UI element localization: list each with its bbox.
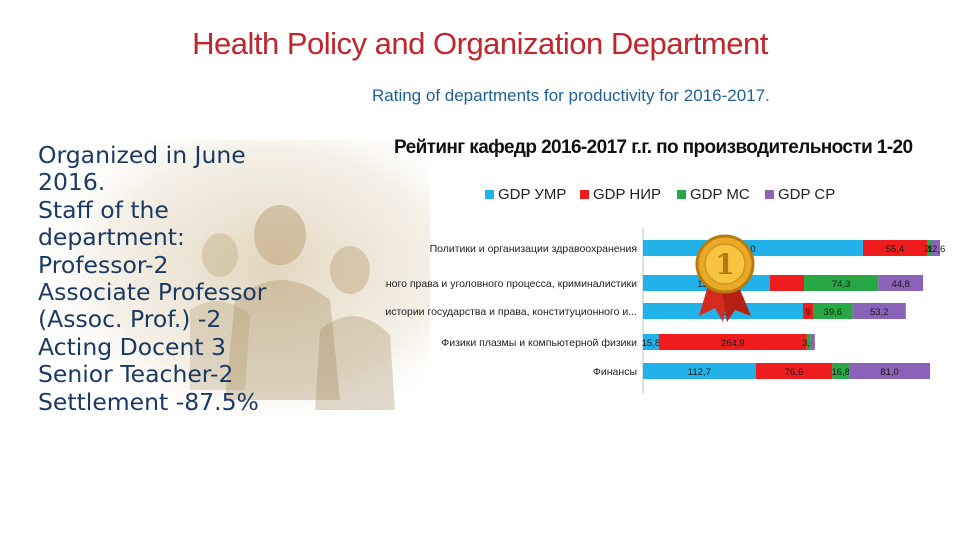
bar-segment (878, 275, 924, 291)
data-label: 0 (750, 244, 755, 255)
legend-label: GDP УМР (498, 186, 566, 203)
category-label: Физики плазмы и компьютерной физики (441, 337, 637, 349)
data-label: 81,0 (880, 367, 899, 378)
info-line: Staff of the (38, 195, 169, 224)
bar-segment (755, 363, 833, 379)
category-label: и и истории государства и права, констит… (385, 306, 637, 318)
bar-segment (849, 363, 931, 379)
data-label: 9 (805, 307, 810, 318)
page-title: Health Policy and Organization Departmen… (192, 26, 768, 61)
data-label: 12,6 (927, 244, 945, 255)
info-line: Associate Professor (38, 278, 267, 307)
bar-segment (806, 334, 811, 350)
bar-segment (643, 334, 659, 350)
data-label: 28 (924, 244, 935, 255)
data-label: 16,8 (831, 367, 850, 378)
data-label: 55,4 (886, 244, 905, 255)
bar-segment (932, 240, 940, 256)
bar-segment (813, 303, 853, 319)
info-line: Professor-2 (38, 250, 169, 279)
bar-segment (927, 240, 932, 256)
info-line: 2016. (38, 168, 106, 197)
bar-segment (832, 363, 850, 379)
legend-label: GDP СР (778, 186, 835, 203)
data-label: 264,9 (721, 338, 745, 349)
legend-label: GDP МС (690, 186, 750, 203)
legend-label: GDP НИР (593, 186, 661, 203)
info-line: department: (38, 223, 185, 252)
info-line: (Assoc. Prof.) -2 (38, 305, 222, 334)
bar-segment (803, 303, 813, 319)
category-label: Политики и организации здравоохранения (430, 243, 637, 255)
bar-segment (804, 275, 879, 291)
category-label: овного права и уголовного процесса, крим… (385, 278, 637, 290)
stacked-bar-chart: GDP УМР GDP НИР GDP МС GDP СР Политики и орг… (385, 186, 945, 394)
medal-number: 1 (715, 248, 734, 281)
bar-segment (863, 240, 927, 256)
bar-segment (643, 363, 756, 379)
data-label: 3,6 (802, 338, 815, 349)
department-info: Organized in June 2016. Staff of the dep… (38, 141, 368, 416)
category-label: Финансы (593, 366, 637, 378)
bar-segment (852, 303, 906, 319)
legend-swatch (580, 190, 589, 199)
data-label: 74,3 (832, 279, 851, 290)
data-label: 15,8 (642, 338, 661, 349)
data-label: 112,7 (688, 367, 711, 378)
legend-swatch (485, 190, 494, 199)
info-line: Acting Docent 3 (38, 332, 226, 361)
staff-photo (30, 140, 430, 420)
info-line: Settlement -87.5% (38, 387, 259, 416)
data-label: 39,6 (824, 307, 843, 318)
page-subtitle: Rating of departments for productivity f… (372, 86, 770, 105)
bar-segment (643, 240, 863, 256)
data-label: 44,8 (891, 279, 910, 290)
medal-inner (704, 243, 746, 285)
info-line: Organized in June (38, 141, 246, 169)
bar-segment (658, 334, 807, 350)
info-line: Senior Teacher-2 (38, 360, 234, 389)
legend-swatch (677, 190, 686, 199)
bar-segment (770, 275, 804, 291)
legend-swatch (765, 190, 774, 199)
data-label: 53,2 (870, 307, 889, 318)
chart-title: Рейтинг кафедр 2016-2017 г.г. по произво… (394, 137, 913, 158)
bar-segment (810, 334, 815, 350)
data-label: 76,6 (785, 367, 804, 378)
